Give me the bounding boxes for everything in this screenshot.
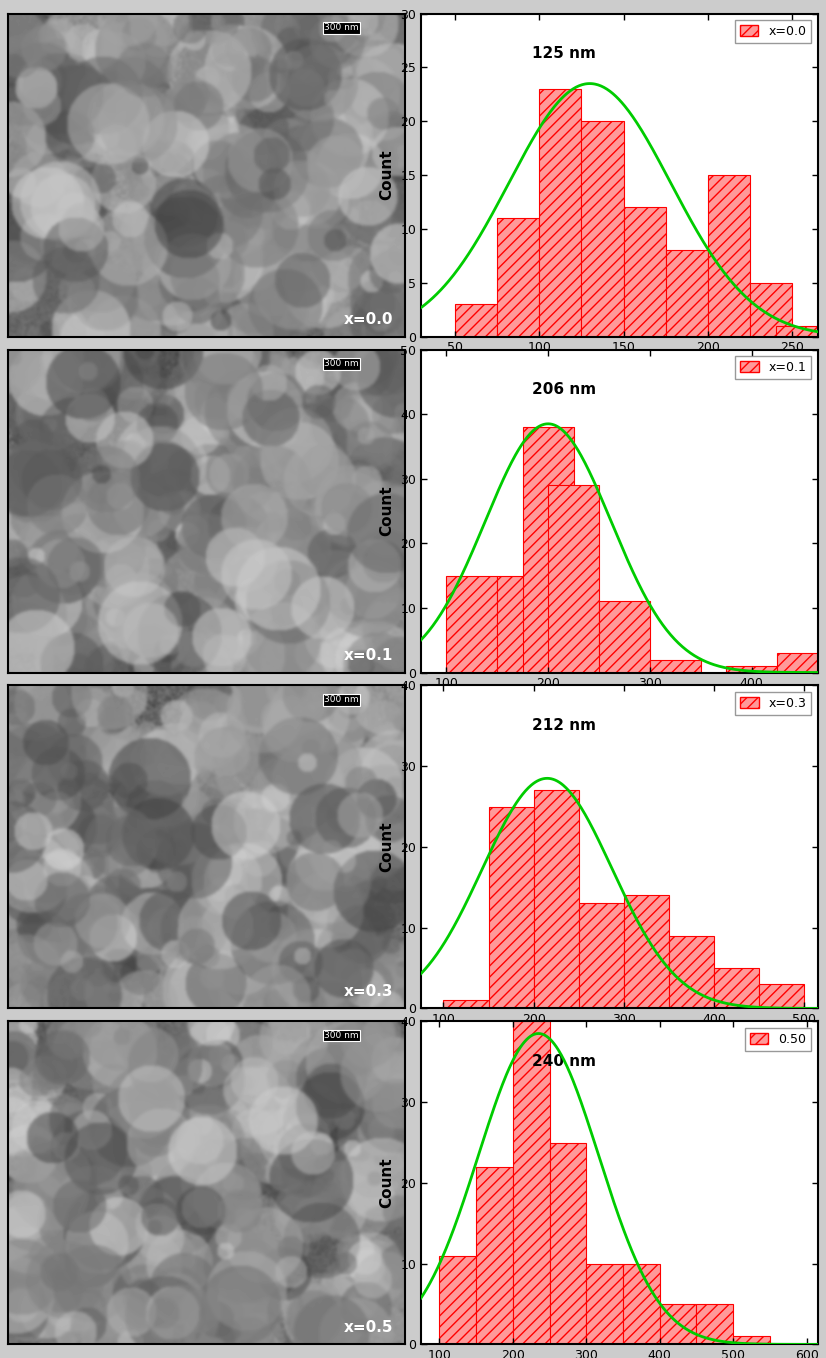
Bar <box>579 903 624 1009</box>
Bar <box>539 90 582 337</box>
X-axis label: Grain size (nm): Grain size (nm) <box>554 695 685 712</box>
Text: 125 nm: 125 nm <box>532 46 596 61</box>
Bar <box>582 121 624 337</box>
Bar <box>623 1264 660 1344</box>
Bar <box>488 807 534 1009</box>
Bar <box>650 660 700 672</box>
Bar <box>669 936 714 1009</box>
Legend: x=0.1: x=0.1 <box>735 356 811 379</box>
Text: 300 nm: 300 nm <box>325 695 358 705</box>
Bar <box>726 665 777 672</box>
Bar <box>708 175 750 337</box>
Bar <box>454 304 497 337</box>
Bar <box>444 1001 488 1009</box>
X-axis label: Grain size (nm): Grain size (nm) <box>554 1032 685 1047</box>
Bar <box>497 576 548 672</box>
Text: 300 nm: 300 nm <box>325 23 358 33</box>
Text: 240 nm: 240 nm <box>532 1054 596 1069</box>
Bar <box>549 1142 586 1344</box>
Bar <box>759 985 805 1009</box>
Bar <box>750 282 792 337</box>
Bar <box>733 1336 770 1344</box>
Text: x=0.5: x=0.5 <box>344 1320 393 1335</box>
Y-axis label: Count: Count <box>380 149 395 201</box>
Bar <box>666 250 708 337</box>
Text: 300 nm: 300 nm <box>325 1031 358 1040</box>
Text: x=0.1: x=0.1 <box>344 648 393 663</box>
Bar <box>439 1256 476 1344</box>
Bar <box>599 602 650 672</box>
Legend: x=0.3: x=0.3 <box>735 691 811 714</box>
Bar <box>714 968 759 1009</box>
Bar <box>446 576 497 672</box>
Bar <box>624 208 666 337</box>
X-axis label: Grain size (nm): Grain size (nm) <box>554 360 685 375</box>
Y-axis label: Count: Count <box>380 822 395 872</box>
Bar <box>513 1021 549 1344</box>
Bar <box>497 219 539 337</box>
Bar <box>476 1167 513 1344</box>
Text: x=0.3: x=0.3 <box>344 983 393 998</box>
Bar <box>586 1264 623 1344</box>
Y-axis label: Count: Count <box>380 1157 395 1209</box>
Text: 212 nm: 212 nm <box>532 718 596 733</box>
Legend: 0.50: 0.50 <box>745 1028 811 1051</box>
Text: 300 nm: 300 nm <box>325 360 358 368</box>
Legend: x=0.0: x=0.0 <box>735 20 811 43</box>
Bar <box>523 426 573 672</box>
Text: 206 nm: 206 nm <box>532 382 596 397</box>
Y-axis label: Count: Count <box>379 486 395 536</box>
Bar <box>696 1304 733 1344</box>
Bar <box>624 895 669 1009</box>
Bar <box>660 1304 696 1344</box>
Bar <box>776 326 818 337</box>
Bar <box>534 790 579 1009</box>
Bar <box>548 485 599 672</box>
Text: x=0.0: x=0.0 <box>344 312 393 327</box>
Bar <box>777 653 826 672</box>
